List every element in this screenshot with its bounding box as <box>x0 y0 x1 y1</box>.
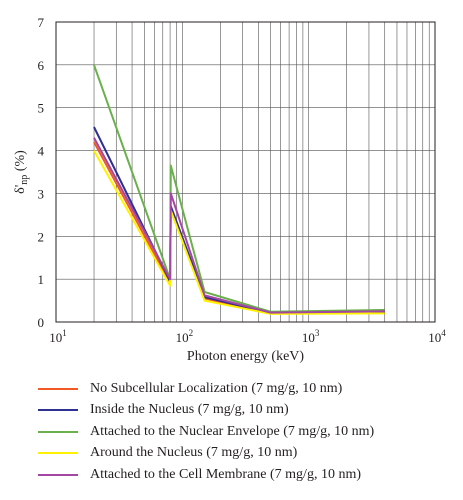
y-tick-label: 4 <box>38 144 45 159</box>
y-tick-label: 6 <box>38 58 45 73</box>
y-tick-label: 3 <box>38 186 45 201</box>
legend-item: Inside the Nucleus (7 mg/g, 10 nm) <box>38 400 458 422</box>
y-axis-label-tail: (%) <box>13 150 28 175</box>
legend: No Subcellular Localization (7 mg/g, 10 … <box>38 378 458 486</box>
y-tick-label: 2 <box>38 229 45 244</box>
legend-swatch <box>38 430 78 433</box>
legend-label: Around the Nucleus (7 mg/g, 10 nm) <box>90 445 298 461</box>
legend-label: No Subcellular Localization (7 mg/g, 10 … <box>90 380 343 396</box>
legend-swatch <box>38 452 78 455</box>
y-axis-label-main: δ' <box>13 185 28 194</box>
legend-label: Attached to the Nuclear Envelope (7 mg/g… <box>90 423 375 439</box>
legend-label: Inside the Nucleus (7 mg/g, 10 nm) <box>90 402 289 418</box>
legend-swatch <box>38 409 78 412</box>
legend-item: Attached to the Cell Membrane (7 mg/g, 1… <box>38 464 458 486</box>
x-tick-label: 102 <box>176 328 194 345</box>
x-tick-label: 101 <box>49 328 67 345</box>
y-tick-label: 7 <box>38 15 45 30</box>
x-tick-labels: 101 102 103 104 <box>49 328 446 345</box>
series-lines <box>93 64 385 315</box>
x-tick-label: 103 <box>302 328 320 345</box>
y-tick-labels: 0 1 2 3 4 5 6 7 <box>38 15 45 330</box>
y-tick-label: 5 <box>38 101 45 116</box>
legend-swatch <box>38 473 78 476</box>
series-line <box>93 137 385 314</box>
legend-label: Attached to the Cell Membrane (7 mg/g, 1… <box>90 466 361 482</box>
y-axis-label-sub: np <box>19 175 30 185</box>
legend-item: Around the Nucleus (7 mg/g, 10 nm) <box>38 443 458 465</box>
series-line <box>93 150 385 315</box>
grid <box>56 22 435 322</box>
legend-item: No Subcellular Localization (7 mg/g, 10 … <box>38 378 458 400</box>
y-axis-label: δ'np (%) <box>13 150 30 194</box>
x-axis-label: Photon energy (keV) <box>187 349 304 364</box>
x-tick-label: 104 <box>428 328 446 345</box>
y-tick-label: 0 <box>38 315 45 330</box>
legend-item: Attached to the Nuclear Envelope (7 mg/g… <box>38 421 458 443</box>
legend-swatch <box>38 387 78 390</box>
y-tick-label: 1 <box>38 272 45 287</box>
series-line <box>93 64 385 313</box>
chart: 0 1 2 3 4 5 6 7 101 102 103 104 Photon energy (keV… <box>13 15 446 364</box>
plot-frame <box>55 21 436 323</box>
